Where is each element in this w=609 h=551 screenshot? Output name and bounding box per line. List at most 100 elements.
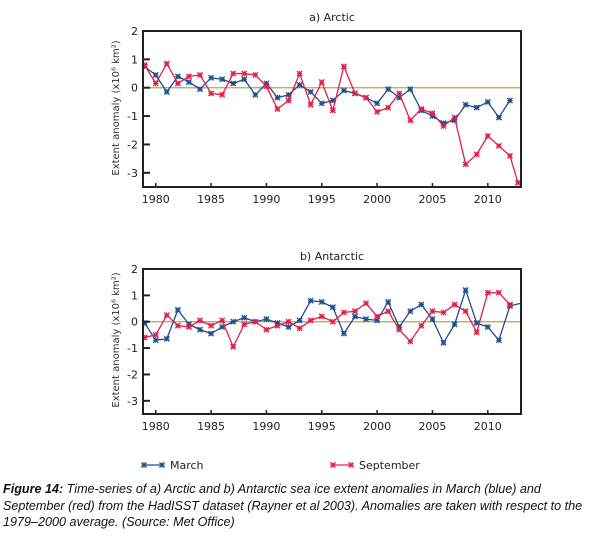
antarctic-september-point-2010	[484, 289, 491, 296]
arctic-september-point-2003	[407, 117, 414, 124]
arctic-september-point-2010	[484, 132, 491, 140]
arctic-march-point-2012	[506, 97, 513, 104]
arctic-march-point-1984	[196, 86, 204, 93]
antarctic-march-point-2004	[418, 301, 425, 308]
arctic-september-point-2002	[396, 90, 403, 97]
antarctic-y-tick-label: -2	[127, 368, 138, 381]
arctic-march-point-1985	[208, 74, 215, 81]
arctic-march-point-1982	[174, 73, 181, 80]
antarctic-september-point-2004	[418, 322, 425, 329]
caption-text: Time-series of a) Arctic and b) Antarcti…	[3, 482, 583, 529]
antarctic-september-point-1993	[296, 325, 303, 332]
antarctic-september-point-1985	[208, 322, 215, 329]
arctic-september-point-2008	[462, 161, 469, 168]
legend-september-marker	[329, 461, 337, 469]
arctic-march-point-2000	[374, 100, 381, 107]
arctic-september-point-1995	[318, 78, 325, 86]
antarctic-y-tick-label: 2	[131, 263, 138, 276]
arctic-march-point-1993	[296, 81, 303, 88]
arctic-september-point-1982	[174, 80, 181, 87]
arctic-march-point-1981	[163, 88, 170, 96]
antarctic-september-point-1988	[241, 321, 248, 328]
antarctic-september-point-1997	[340, 309, 347, 316]
antarctic-september-point-1984	[196, 317, 204, 324]
antarctic-september-point-1981	[163, 312, 170, 319]
antarctic-y-tick-label: -1	[127, 342, 138, 355]
legend-marker-september-left	[329, 461, 337, 469]
arctic-september-point-2000	[374, 108, 381, 115]
antarctic-march-point-1998	[351, 313, 359, 320]
antarctic-march-point-1982	[174, 306, 181, 313]
arctic-september-point-1986	[219, 91, 226, 98]
arctic-september-point-1988	[241, 70, 248, 77]
arctic-september-point-2007	[451, 114, 458, 121]
arctic-september-point-1998	[351, 90, 359, 97]
arctic-x-tick-label: 2000	[363, 193, 391, 206]
arctic-march-point-2009	[473, 104, 480, 111]
antarctic-september-point-1995	[318, 313, 325, 320]
antarctic-march-point-2005	[429, 316, 436, 323]
arctic-september-point-1992	[285, 97, 292, 104]
antarctic-september-point-1991	[274, 322, 281, 329]
arctic-y-tick-label: -2	[127, 138, 138, 151]
arctic-march-point-1983	[185, 78, 192, 86]
arctic-march-point-1986	[219, 76, 226, 83]
caption-label: Figure 14:	[3, 482, 64, 496]
arctic-september-point-1984	[196, 71, 204, 79]
arctic-september-point-2001	[385, 104, 392, 111]
arctic-september-point-2005	[429, 110, 436, 117]
arctic-march-point-1987	[230, 80, 237, 87]
antarctic-march-point-1994	[307, 297, 314, 304]
arctic-september-point-end	[514, 179, 522, 186]
arctic-september-point-1983	[185, 73, 192, 80]
arctic-y-tick-label: 2	[131, 25, 138, 38]
antarctic-x-tick-label: 1995	[308, 420, 336, 433]
arctic-march-point-1997	[340, 87, 347, 94]
arctic-y-tick-label: -1	[127, 110, 138, 123]
legend-marker-march-left	[140, 461, 148, 469]
arctic-march-point-2010	[484, 98, 491, 105]
figure-caption: Figure 14: Time-series of a) Arctic and …	[3, 481, 603, 531]
arctic-plot-frame	[142, 30, 522, 188]
antarctic-march-point-1995	[318, 298, 325, 306]
arctic-x-tick-label: 1980	[142, 193, 170, 206]
antarctic-y-axis-label: Extent anomaly (x10⁶ km²)	[111, 272, 122, 407]
antarctic-march-line	[144, 289, 522, 344]
arctic-march-point-2008	[462, 101, 469, 108]
antarctic-march-point-1981	[163, 335, 170, 342]
antarctic-september-point-1989	[252, 318, 259, 325]
arctic-september-point-2006	[440, 122, 447, 130]
arctic-title: a) Arctic	[309, 11, 355, 24]
antarctic-march-point-1993	[296, 317, 303, 324]
antarctic-march-point-2007	[451, 321, 458, 328]
antarctic-march-point-2003	[407, 308, 414, 315]
legend-march-marker	[140, 461, 148, 469]
legend-label-march: March	[170, 459, 204, 472]
antarctic-y-tick-label: 0	[131, 316, 138, 329]
arctic-september-point-2009	[473, 151, 480, 158]
arctic-september-point-1993	[296, 70, 303, 77]
antarctic-march-point-1988	[241, 314, 248, 321]
antarctic-september-point-1998	[351, 308, 359, 315]
antarctic-september-point-2002	[396, 326, 403, 333]
arctic-september-point-1999	[362, 94, 370, 101]
antarctic-september-point-1983	[185, 323, 192, 331]
arctic-september-point-1985	[208, 90, 215, 97]
antarctic-september-point-2008	[462, 308, 469, 315]
arctic-september-point-1994	[307, 101, 314, 108]
arctic-march-point-2011	[495, 114, 502, 121]
arctic-september-point-2004	[418, 105, 425, 113]
antarctic-september-point-2011	[495, 289, 502, 296]
arctic-x-tick-label: 1985	[197, 193, 225, 206]
antarctic-y-tick-label: 1	[131, 289, 138, 302]
antarctic-march-point-2008	[462, 287, 469, 294]
arctic-september-point-2011	[495, 142, 502, 149]
antarctic-x-tick-label: 1985	[197, 420, 225, 433]
antarctic-september-point-2001	[385, 308, 392, 315]
antarctic-september-point-2006	[440, 309, 447, 316]
legend: March September	[140, 459, 420, 472]
arctic-x-tick-label: 2010	[474, 193, 502, 206]
arctic-march-point-1994	[307, 88, 314, 96]
antarctic-march-point-1985	[208, 330, 215, 337]
antarctic-march-point-1997	[340, 330, 347, 337]
